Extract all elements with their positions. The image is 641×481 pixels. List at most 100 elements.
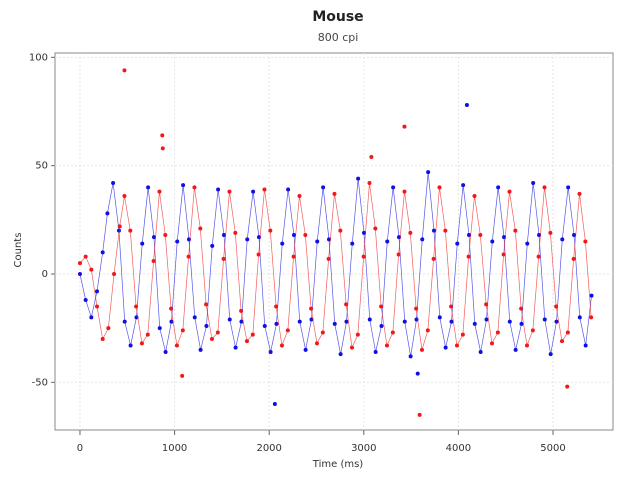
data-point bbox=[548, 352, 553, 357]
data-point bbox=[472, 321, 477, 326]
data-point bbox=[344, 302, 349, 307]
data-point bbox=[77, 272, 82, 276]
data-point bbox=[466, 254, 471, 259]
y-axis-label: Counts bbox=[13, 233, 24, 268]
data-point bbox=[565, 384, 570, 389]
data-point bbox=[420, 237, 425, 242]
data-point bbox=[402, 319, 407, 324]
data-point bbox=[180, 373, 185, 378]
data-point bbox=[332, 191, 337, 196]
data-point bbox=[105, 211, 110, 216]
data-point bbox=[417, 412, 422, 417]
data-point bbox=[356, 176, 361, 181]
data-point bbox=[478, 233, 483, 237]
data-point bbox=[181, 183, 186, 188]
data-point bbox=[431, 256, 436, 261]
x-tick-label: 3000 bbox=[351, 443, 376, 454]
data-point bbox=[122, 194, 127, 198]
data-point bbox=[408, 230, 413, 235]
data-point bbox=[209, 337, 214, 341]
data-point bbox=[589, 315, 594, 320]
data-point bbox=[268, 228, 273, 233]
data-point bbox=[560, 237, 565, 242]
data-point bbox=[426, 170, 431, 175]
data-point bbox=[460, 332, 465, 337]
data-point bbox=[297, 194, 302, 198]
data-point bbox=[245, 237, 250, 242]
data-point bbox=[320, 330, 325, 335]
data-point bbox=[291, 233, 296, 237]
data-point bbox=[507, 189, 512, 194]
chart-title: Mouse bbox=[312, 9, 363, 25]
data-point bbox=[542, 185, 547, 190]
data-point bbox=[583, 343, 588, 348]
data-point bbox=[272, 402, 277, 406]
y-tick-label: 0 bbox=[42, 269, 48, 280]
data-point bbox=[157, 189, 162, 194]
data-point bbox=[233, 345, 238, 350]
x-tick-label: 5000 bbox=[540, 443, 565, 454]
data-point bbox=[449, 304, 454, 309]
data-point bbox=[415, 371, 420, 376]
data-point bbox=[198, 226, 203, 231]
data-point bbox=[204, 324, 209, 328]
data-point bbox=[186, 254, 191, 259]
x-axis-label: Time (ms) bbox=[312, 459, 364, 470]
data-point bbox=[100, 250, 105, 255]
data-point bbox=[455, 241, 460, 246]
data-point bbox=[583, 239, 588, 244]
data-point bbox=[169, 306, 174, 311]
data-point bbox=[332, 321, 337, 326]
data-point bbox=[571, 256, 576, 261]
data-point bbox=[239, 308, 244, 313]
data-point bbox=[95, 304, 100, 309]
data-point bbox=[314, 341, 319, 346]
data-point bbox=[507, 319, 512, 324]
data-point bbox=[250, 332, 255, 337]
x-tick-label: 1000 bbox=[162, 443, 187, 454]
data-point bbox=[478, 350, 483, 354]
data-point bbox=[513, 347, 518, 352]
data-point bbox=[490, 239, 495, 244]
data-point bbox=[111, 181, 116, 185]
data-point bbox=[577, 315, 582, 320]
data-point bbox=[216, 187, 221, 192]
data-point bbox=[484, 317, 489, 322]
data-point bbox=[537, 233, 542, 237]
data-point bbox=[174, 343, 179, 348]
data-point bbox=[227, 317, 232, 322]
data-point bbox=[192, 315, 197, 320]
data-point bbox=[373, 226, 378, 231]
data-point bbox=[157, 326, 162, 331]
data-point bbox=[349, 345, 354, 350]
data-point bbox=[396, 252, 401, 257]
data-point bbox=[344, 319, 349, 324]
chart-subtitle: 800 cpi bbox=[318, 31, 359, 44]
data-point bbox=[112, 272, 117, 276]
data-point bbox=[501, 252, 506, 257]
data-point bbox=[151, 259, 156, 263]
data-point bbox=[315, 239, 320, 244]
data-point bbox=[139, 341, 144, 346]
data-point bbox=[425, 328, 430, 333]
data-point bbox=[303, 347, 308, 352]
data-point bbox=[192, 185, 197, 190]
data-point bbox=[268, 350, 273, 354]
data-point bbox=[367, 317, 372, 322]
data-point bbox=[262, 324, 267, 328]
data-point bbox=[145, 332, 150, 337]
data-point bbox=[472, 194, 477, 198]
data-point bbox=[495, 330, 500, 335]
data-point bbox=[122, 68, 127, 73]
data-point bbox=[414, 306, 419, 311]
data-point bbox=[140, 241, 145, 246]
data-point bbox=[274, 304, 279, 309]
data-point bbox=[280, 241, 285, 246]
data-point bbox=[215, 330, 220, 335]
x-tick-label: 0 bbox=[77, 443, 83, 454]
data-point bbox=[151, 235, 156, 240]
data-point bbox=[565, 330, 570, 335]
data-point bbox=[83, 298, 88, 302]
data-point bbox=[163, 233, 168, 237]
data-point bbox=[443, 345, 448, 350]
